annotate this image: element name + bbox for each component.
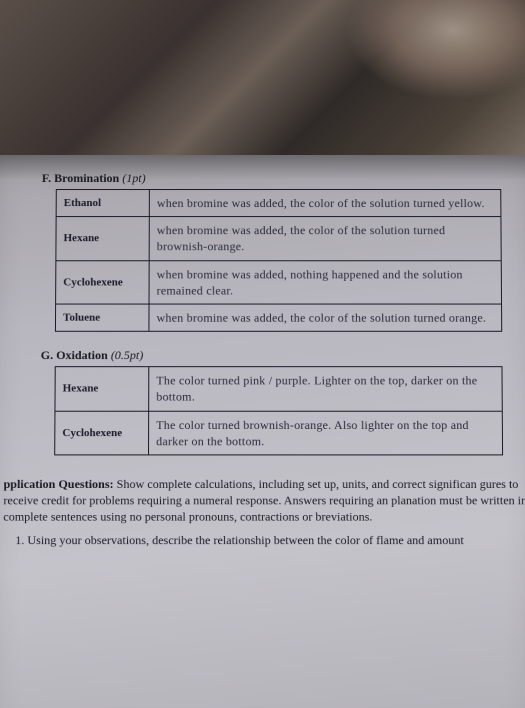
row-label: Cyclohexene <box>56 260 150 304</box>
table-row: Hexane when bromine was added, the color… <box>56 217 501 261</box>
section-f-title: F. Bromination <box>42 171 119 185</box>
section-g-heading: G. Oxidation (0.5pt) <box>41 348 519 363</box>
section-f-points: (1pt) <box>122 171 145 185</box>
row-observation: when bromine was added, the color of the… <box>149 217 501 261</box>
row-observation: when bromine was added, the color of the… <box>149 304 502 331</box>
row-label: Ethanol <box>56 190 149 217</box>
table-row: Cyclohexene The color turned brownish-or… <box>55 411 503 455</box>
row-observation: when bromine was added, nothing happened… <box>149 260 502 304</box>
application-bold: pplication Questions: <box>3 477 113 491</box>
table-row: Hexane The color turned pink / purple. L… <box>55 367 502 411</box>
section-f-heading: F. Bromination (1pt) <box>42 171 517 186</box>
row-observation: when bromine was added, the color of the… <box>149 190 501 217</box>
oxidation-table: Hexane The color turned pink / purple. L… <box>54 366 503 455</box>
table-row: Ethanol when bromine was added, the colo… <box>56 190 501 217</box>
row-observation: The color turned pink / purple. Lighter … <box>149 367 503 411</box>
row-label: Toluene <box>55 304 149 331</box>
table-row: Toluene when bromine was added, the colo… <box>55 304 501 331</box>
section-g-points: (0.5pt) <box>111 348 144 362</box>
worksheet-paper: F. Bromination (1pt) Ethanol when bromin… <box>0 155 525 708</box>
section-g-title: G. Oxidation <box>41 348 108 362</box>
question-1: 1. Using your observations, describe the… <box>15 533 520 548</box>
row-observation: The color turned brownish-orange. Also l… <box>149 411 503 455</box>
row-label: Cyclohexene <box>55 411 149 455</box>
row-label: Hexane <box>56 217 149 261</box>
bromination-table: Ethanol when bromine was added, the colo… <box>55 189 502 332</box>
application-questions-text: pplication Questions: Show complete calc… <box>3 476 525 526</box>
row-label: Hexane <box>55 367 149 411</box>
table-row: Cyclohexene when bromine was added, noth… <box>56 260 502 304</box>
